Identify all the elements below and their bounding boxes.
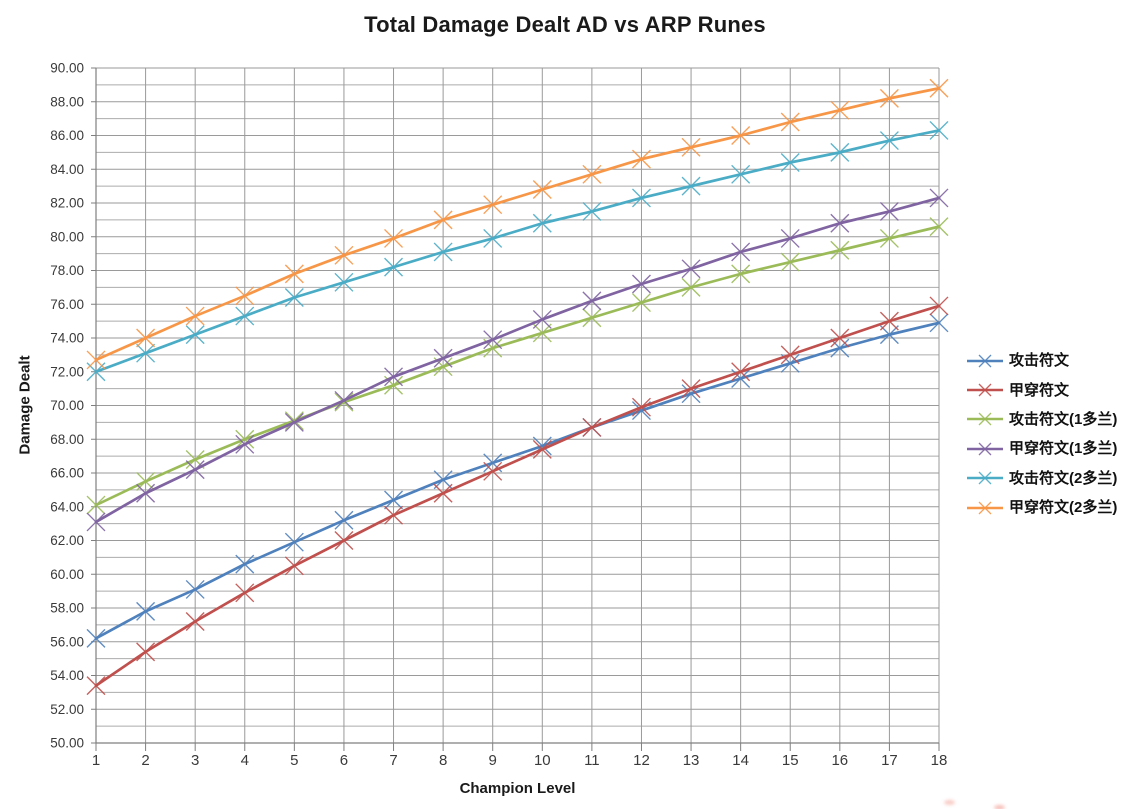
series-markers-5	[86, 78, 949, 370]
series-markers-3	[86, 188, 949, 532]
series-markers-4	[86, 120, 949, 382]
x-tick-label: 15	[782, 752, 799, 769]
x-tick-label: 5	[290, 752, 298, 769]
x-tick-label: 7	[389, 752, 397, 769]
x-tick-label: 14	[732, 752, 749, 769]
series-line-2	[94, 225, 941, 507]
legend-item-5: 甲穿符文(2多兰)	[966, 493, 1117, 522]
watermark-smudge	[994, 805, 1005, 809]
x-tick-label: 12	[633, 752, 650, 769]
y-tick-label: 54.00	[50, 668, 84, 683]
legend-line-marker-icon	[967, 471, 1003, 485]
series-line-3	[94, 196, 941, 524]
legend-label-2: 攻击符文(1多兰)	[1009, 410, 1118, 428]
series-line-0	[94, 321, 941, 640]
y-tick-label: 52.00	[50, 702, 84, 717]
y-tick-label: 66.00	[50, 466, 84, 481]
legend: 攻击符文甲穿符文攻击符文(1多兰) 甲穿符文(1多兰) 攻击符文(2多兰) 甲穿符文(…	[966, 346, 1117, 522]
y-tick-label: 74.00	[50, 331, 84, 346]
x-tick-label: 16	[831, 752, 848, 769]
legend-line-marker-icon	[967, 354, 1003, 368]
legend-line-marker-icon	[967, 413, 1003, 426]
x-tick-label: 9	[489, 752, 497, 769]
x-tick-label: 13	[683, 752, 700, 769]
series-markers-1	[86, 296, 949, 696]
legend-label-1: 甲穿符文	[1009, 381, 1070, 399]
legend-item-3: 甲穿符文(1多兰)	[966, 434, 1117, 463]
y-tick-label: 64.00	[50, 499, 84, 514]
legend-label-5: 甲穿符文(2多兰)	[1009, 499, 1118, 517]
x-tick-label: 2	[141, 752, 149, 769]
legend-label-0: 攻击符文	[1009, 352, 1070, 370]
y-tick-label: 86.00	[50, 128, 84, 143]
x-tick-label: 10	[534, 752, 551, 769]
y-tick-label: 78.00	[50, 263, 84, 278]
y-tick-label: 84.00	[50, 162, 84, 177]
legend-item-1: 甲穿符文	[966, 375, 1117, 404]
x-tick-label: 6	[340, 752, 348, 769]
y-tick-label: 82.00	[50, 196, 84, 211]
legend-label-3: 甲穿符文(1多兰)	[1009, 440, 1118, 458]
x-tick-label: 11	[584, 752, 600, 769]
x-tick-label: 18	[931, 752, 948, 769]
y-tick-label: 62.00	[50, 533, 84, 548]
y-tick-label: 80.00	[50, 229, 84, 244]
series-markers-2	[86, 217, 949, 515]
x-tick-label: 17	[881, 752, 898, 769]
y-tick-label: 72.00	[50, 364, 84, 379]
x-tick-label: 3	[191, 752, 199, 769]
series-line-1	[94, 304, 941, 687]
legend-line-marker-icon	[967, 383, 1003, 397]
y-tick-label: 56.00	[50, 634, 84, 649]
y-tick-label: 60.00	[50, 567, 84, 582]
x-axis-title: Champion Level	[459, 780, 576, 797]
y-tick-label: 50.00	[50, 736, 84, 751]
series-line-4	[94, 129, 941, 374]
y-tick-label: 88.00	[50, 94, 84, 109]
legend-line-marker-icon	[967, 501, 1003, 515]
watermark-smudge	[944, 800, 955, 805]
series-markers-0	[86, 313, 949, 648]
chart-title: Total Damage Dealt AD vs ARP Runes	[364, 12, 766, 37]
legend-item-2: 攻击符文(1多兰)	[966, 405, 1117, 434]
y-tick-label: 76.00	[50, 297, 84, 312]
legend-label-4: 攻击符文(2多兰)	[1009, 469, 1118, 487]
y-tick-label: 68.00	[50, 432, 84, 447]
y-tick-label: 70.00	[50, 398, 84, 413]
x-tick-label: 4	[241, 752, 249, 769]
y-tick-label: 90.00	[50, 61, 84, 76]
legend-item-0: 攻击符文	[966, 346, 1117, 375]
x-tick-label: 1	[92, 752, 100, 769]
x-tick-label: 8	[439, 752, 447, 769]
series-line-5	[94, 86, 941, 362]
y-tick-label: 58.00	[50, 601, 84, 616]
legend-item-4: 攻击符文(2多兰)	[966, 464, 1117, 493]
legend-line-marker-icon	[967, 442, 1003, 456]
